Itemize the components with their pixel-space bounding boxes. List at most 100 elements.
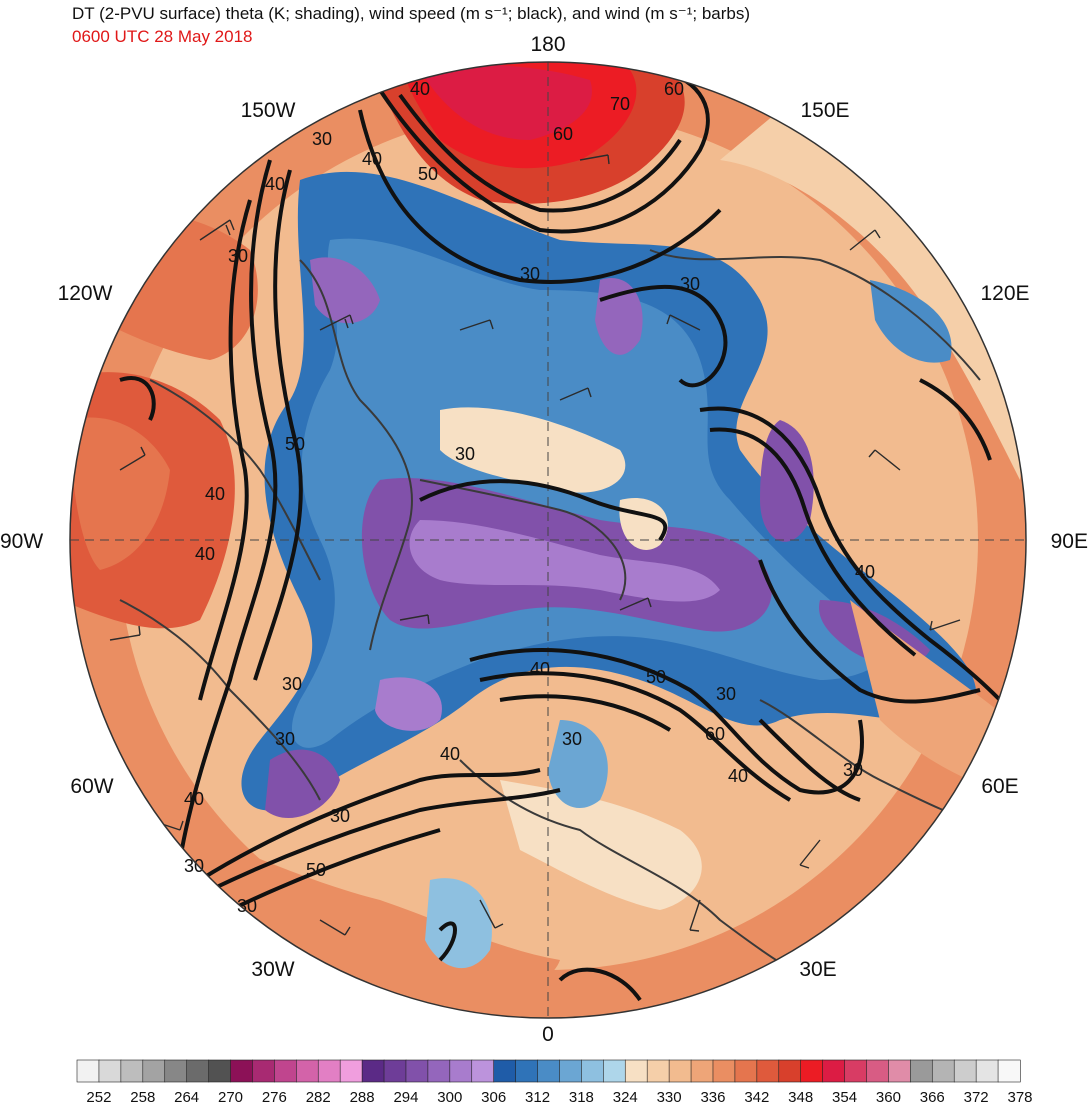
colorbar-swatch (537, 1059, 561, 1083)
colorbar-swatch (230, 1059, 254, 1083)
colorbar-swatch (383, 1059, 407, 1083)
figure-title: DT (2-PVU surface) theta (K; shading), w… (72, 4, 751, 23)
contour-label: 40 (440, 744, 460, 764)
colorbar-swatch (997, 1059, 1021, 1083)
colorbar-tick-label: 360 (876, 1089, 901, 1105)
colorbar-swatch (186, 1059, 210, 1083)
contour-label: 30 (275, 729, 295, 749)
contour-label: 60 (705, 724, 725, 744)
contour-label: 30 (680, 274, 700, 294)
colorbar-swatch (975, 1059, 999, 1083)
wind-barbs (109, 154, 961, 936)
colorbar-tick-label: 252 (86, 1089, 111, 1105)
colorbar-swatch (778, 1059, 802, 1083)
colorbar-swatch (734, 1059, 758, 1083)
colorbar-swatch (142, 1059, 166, 1083)
colorbar: 252 258 264 270 276 282 288 294 300 306 312 318 324 3… (76, 1059, 1033, 1105)
colorbar-swatch (581, 1059, 604, 1083)
colorbar-swatch (603, 1059, 626, 1083)
colorbar-tick-label: 348 (788, 1089, 813, 1105)
contour-label: 30 (716, 684, 736, 704)
colorbar-tick-label: 294 (393, 1089, 418, 1105)
contour-label: 30 (330, 806, 350, 826)
colorbar-tick-label: 354 (832, 1089, 857, 1105)
contour-label: 50 (646, 667, 666, 687)
lon-label-30e: 30E (799, 958, 836, 981)
colorbar-tick-label: 324 (613, 1089, 638, 1105)
contour-label: 40 (195, 544, 215, 564)
colorbar-swatch (471, 1059, 495, 1083)
lon-label-120w: 120W (58, 282, 113, 305)
colorbar-tick-label: 342 (744, 1089, 769, 1105)
contour-label: 30 (282, 674, 302, 694)
colorbar-swatch (120, 1059, 144, 1083)
contour-label: 40 (265, 174, 285, 194)
colorbar-swatch (646, 1059, 670, 1083)
colorbar-swatch (866, 1059, 890, 1083)
colorbar-swatch (712, 1059, 736, 1083)
contour-label: 30 (455, 444, 475, 464)
contour-label: 30 (520, 264, 540, 284)
contour-label: 40 (410, 79, 430, 99)
colorbar-tick-label: 276 (262, 1089, 287, 1105)
colorbar-swatch (800, 1059, 824, 1083)
contour-label: 60 (664, 79, 684, 99)
lon-label-60w: 60W (70, 775, 113, 798)
colorbar-tick-label: 282 (306, 1089, 331, 1105)
lon-label-150w: 150W (241, 99, 296, 122)
colorbar-swatch (274, 1059, 297, 1083)
colorbar-swatch (427, 1059, 451, 1083)
colorbar-swatch (361, 1059, 385, 1083)
colorbar-swatch (756, 1059, 780, 1083)
contour-labels: 30 40 30 40 40 50 60 70 60 30 30 30 50 4… (184, 79, 875, 916)
contour-label: 70 (610, 94, 630, 114)
contour-label: 30 (312, 129, 332, 149)
colorbar-swatch (339, 1059, 363, 1083)
colorbar-swatch (208, 1059, 232, 1083)
contour-label: 40 (855, 562, 875, 582)
colorbar-swatch (98, 1059, 122, 1083)
contour-label: 30 (562, 729, 582, 749)
contour-label: 60 (553, 124, 573, 144)
colorbar-swatch (515, 1059, 539, 1083)
lon-label-90e: 90E (1051, 530, 1088, 553)
colorbar-tick-label: 318 (569, 1089, 594, 1105)
colorbar-tick-label: 300 (437, 1089, 462, 1105)
contour-label: 40 (728, 766, 748, 786)
longitude-labels: 180 150E 120E 90E 60E 30E 0 30W 60W 90W … (0, 33, 1088, 1046)
lon-label-0: 0 (542, 1023, 554, 1046)
colorbar-tick-label: 378 (1007, 1089, 1032, 1105)
contour-label: 40 (184, 789, 204, 809)
contour-label: 40 (362, 149, 382, 169)
contour-label: 40 (205, 484, 225, 504)
contour-label: 50 (285, 434, 305, 454)
valid-time: 0600 UTC 28 May 2018 (72, 27, 253, 46)
colorbar-tick-label: 366 (920, 1089, 945, 1105)
colorbar-swatch (953, 1059, 977, 1083)
contour-label: 50 (418, 164, 438, 184)
contour-label: 30 (228, 246, 248, 266)
colorbar-swatch (888, 1059, 911, 1083)
colorbar-tick-label: 306 (481, 1089, 506, 1105)
colorbar-swatch (910, 1059, 933, 1083)
colorbar-tick-label: 264 (174, 1089, 199, 1105)
graticule (70, 62, 1026, 1018)
colorbar-swatch (317, 1059, 341, 1083)
lon-label-60e: 60E (981, 775, 1018, 798)
lon-label-120e: 120E (980, 282, 1029, 305)
contour-label: 30 (237, 896, 257, 916)
map-border (69, 61, 1027, 1019)
colorbar-swatch (493, 1059, 517, 1083)
colorbar-tick-label: 258 (130, 1089, 155, 1105)
colorbar-tick-label: 330 (657, 1089, 682, 1105)
theta-shading (70, 62, 1026, 1018)
contour-label: 30 (843, 760, 863, 780)
lon-label-30w: 30W (251, 958, 294, 981)
contour-label: 50 (306, 860, 326, 880)
contour-label: 30 (184, 856, 204, 876)
colorbar-swatch (559, 1059, 582, 1083)
colorbar-swatch (668, 1059, 692, 1083)
colorbar-tick-label: 288 (350, 1089, 375, 1105)
colorbar-swatch (449, 1059, 473, 1083)
